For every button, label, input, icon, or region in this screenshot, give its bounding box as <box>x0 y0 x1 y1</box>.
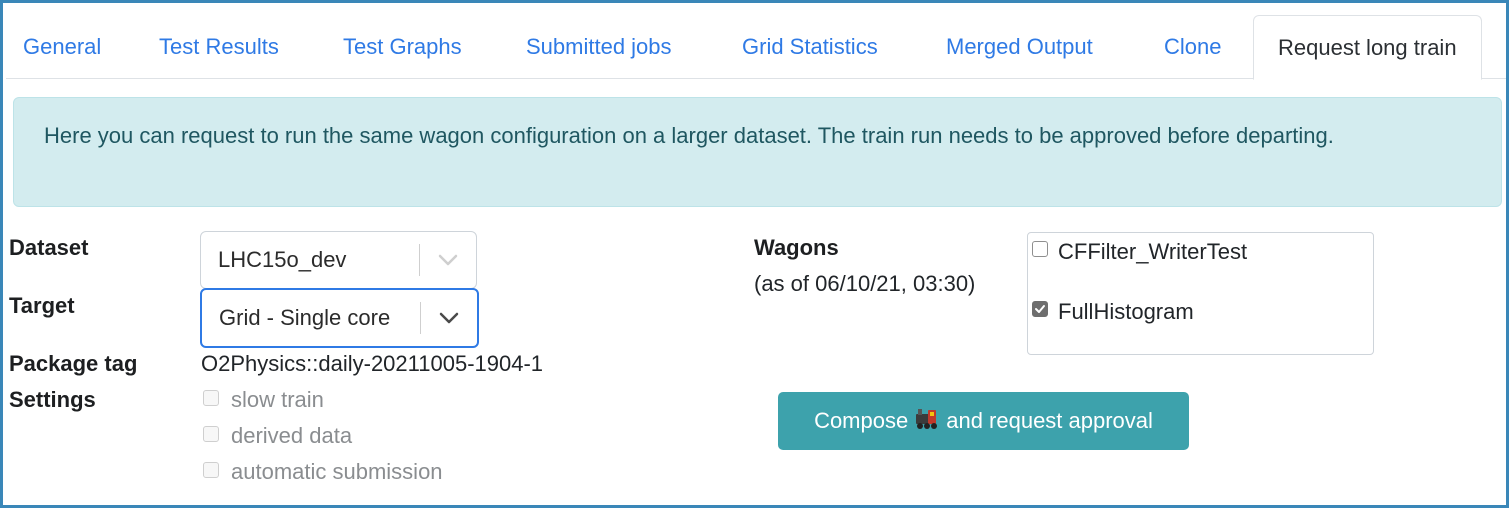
wagon-checkbox-fullhistogram[interactable] <box>1032 301 1048 317</box>
tab-bar: General Test Results Test Graphs Submitt… <box>6 15 1506 80</box>
dataset-select-value: LHC15o_dev <box>218 247 347 272</box>
tab-clone[interactable]: Clone <box>1164 34 1222 59</box>
automatic-submission-label: automatic submission <box>231 459 443 484</box>
target-label: Target <box>9 293 75 318</box>
dataset-select[interactable]: LHC15o_dev <box>200 231 477 289</box>
tab-request-long-train[interactable]: Request long train <box>1253 15 1482 80</box>
tab-merged-output[interactable]: Merged Output <box>946 34 1093 59</box>
info-alert: Here you can request to run the same wag… <box>13 97 1502 207</box>
chevron-down-icon[interactable] <box>434 290 464 346</box>
automatic-submission-checkbox[interactable] <box>203 462 219 478</box>
wagons-label: Wagons <box>754 235 839 260</box>
button-label-before: Compose <box>814 408 909 433</box>
tab-general[interactable]: General <box>23 34 102 59</box>
checkmark-icon <box>1035 305 1045 313</box>
tab-grid-statistics[interactable]: Grid Statistics <box>742 34 878 59</box>
derived-data-label: derived data <box>231 423 353 448</box>
package-tag-label: Package tag <box>9 351 138 376</box>
derived-data-checkbox[interactable] <box>203 426 219 442</box>
package-tag-value: O2Physics::daily-20211005-1904-1 <box>201 351 544 376</box>
wagon-checkbox-cffilter-writertest[interactable] <box>1032 241 1048 257</box>
compose-request-approval-button[interactable]: Compose and request approval <box>778 392 1189 450</box>
chevron-down-icon[interactable] <box>433 232 463 288</box>
select-separator <box>420 302 421 334</box>
tab-submitted-jobs[interactable]: Submitted jobs <box>526 34 672 59</box>
target-select[interactable]: Grid - Single core <box>200 288 479 348</box>
target-select-value: Grid - Single core <box>219 305 391 330</box>
wagons-as-of: (as of 06/10/21, 03:30) <box>754 271 976 296</box>
wagon-label-fullhistogram: FullHistogram <box>1058 299 1194 324</box>
slow-train-checkbox[interactable] <box>203 390 219 406</box>
wagons-list: CFFilter_WriterTest FullHistogram <box>1027 232 1374 355</box>
button-label-after: and request approval <box>946 408 1153 433</box>
select-separator <box>419 244 420 276</box>
slow-train-label: slow train <box>231 387 324 412</box>
info-alert-text: Here you can request to run the same wag… <box>44 123 1334 148</box>
train-icon <box>914 406 940 436</box>
tab-test-results[interactable]: Test Results <box>159 34 279 59</box>
dataset-label: Dataset <box>9 235 89 260</box>
tab-test-graphs[interactable]: Test Graphs <box>343 34 462 59</box>
wagon-label-cffilter-writertest: CFFilter_WriterTest <box>1058 239 1248 264</box>
settings-label: Settings <box>9 387 96 412</box>
